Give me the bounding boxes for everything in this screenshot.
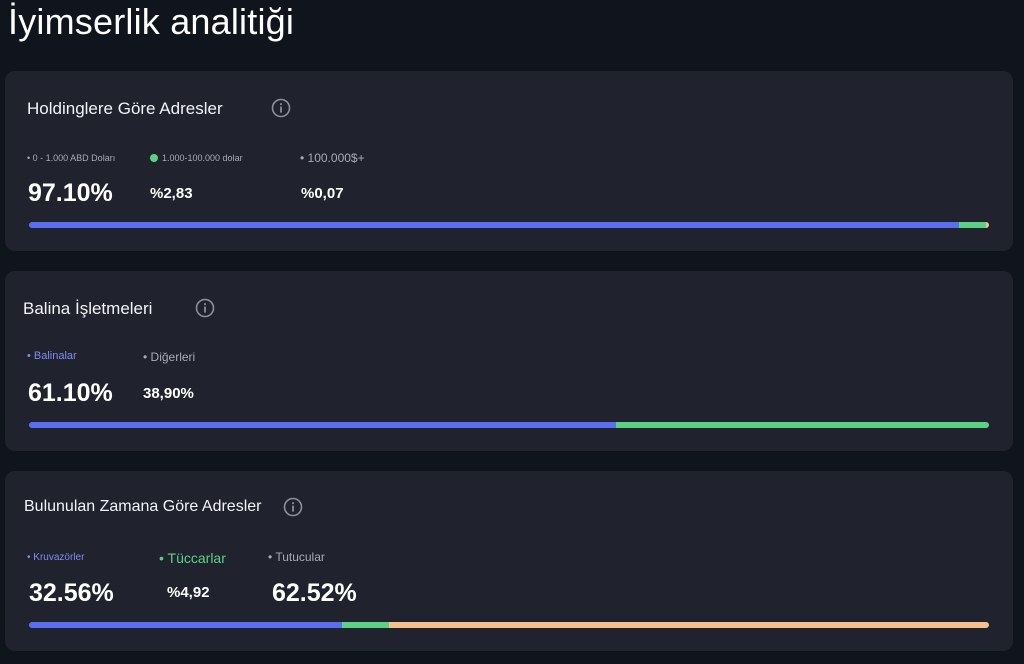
traders-value: %4,92 (167, 584, 210, 601)
bar-segment (341, 622, 389, 628)
bar-segment (29, 422, 616, 428)
info-icon[interactable] (195, 298, 215, 318)
bar-segment (986, 222, 989, 228)
legend-holders: • Tutucular (268, 550, 325, 564)
large-holders-value: %0,07 (301, 185, 344, 202)
legend-mid-holders: 1.000-100.000 dolar (150, 153, 243, 163)
legend-large-holders: • 100.000$+ (300, 151, 365, 165)
whales-value: 61.10% (28, 379, 113, 407)
whale-bar (29, 422, 989, 428)
holders-value: 62.52% (272, 579, 357, 607)
time-held-card-title: Bulunulan Zamana Göre Adresler (24, 498, 262, 515)
legend-cruisers: • Kruvazörler (27, 552, 85, 563)
legend-traders: • Tüccarlar (159, 550, 226, 566)
green-dot (150, 154, 158, 162)
bar-segment (29, 222, 960, 228)
legend-others: • Diğerleri (143, 350, 196, 364)
holdings-bar (29, 222, 989, 228)
bar-segment (959, 222, 987, 228)
cruisers-value: 32.56% (29, 579, 114, 607)
bar-segment (615, 422, 989, 428)
bar-segment (388, 622, 989, 628)
holdings-card: Holdinglere Göre Adresler • 0 - 1.000 AB… (5, 71, 1013, 251)
small-holders-value: 97.10% (28, 179, 113, 207)
page-title: İyimserlik analitiği (8, 1, 295, 42)
holdings-card-title: Holdinglere Göre Adresler (27, 99, 223, 118)
legend-small-holders: • 0 - 1.000 ABD Doları (27, 153, 116, 163)
bar-segment (29, 622, 342, 628)
legend-whales: • Balinalar (27, 350, 77, 362)
whale-card-title: Balina İşletmeleri (23, 299, 153, 318)
whale-card: Balina İşletmeleri • Balinalar • Diğerle… (5, 271, 1013, 451)
others-value: 38,90% (143, 385, 194, 402)
time-held-card: Bulunulan Zamana Göre Adresler • Kruvazö… (5, 471, 1013, 651)
info-icon[interactable] (283, 497, 303, 517)
time-held-bar (29, 622, 989, 628)
mid-holders-value: %2,83 (150, 185, 193, 202)
info-icon[interactable] (271, 98, 291, 118)
